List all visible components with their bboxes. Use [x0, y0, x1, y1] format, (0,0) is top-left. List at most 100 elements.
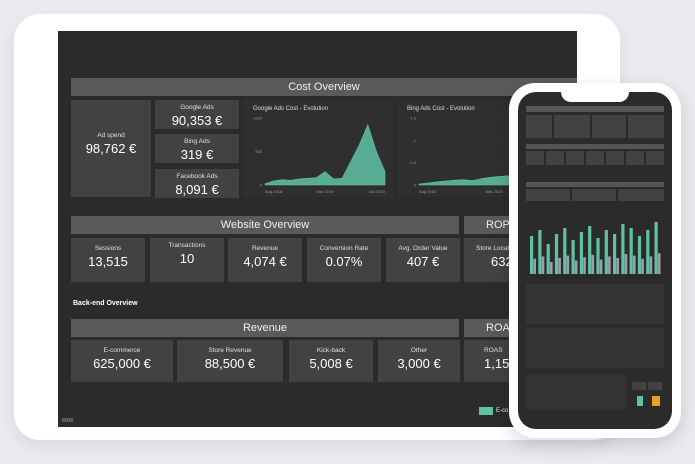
phone-card	[648, 382, 662, 390]
x-tick-label: Mar 2019	[317, 189, 335, 194]
transactions-card[interactable]: Transactions 10	[150, 238, 224, 282]
other-label: Other	[410, 347, 428, 354]
revenue-header: Revenue	[71, 319, 459, 337]
phone-bar	[533, 258, 536, 274]
google-ads-card[interactable]: Google Ads 90,353 €	[155, 100, 239, 129]
phone-bar	[596, 238, 600, 274]
y-tick-label: 0	[260, 183, 263, 188]
conversion-rate-label: Conversion Rate	[319, 245, 369, 252]
revenue-card[interactable]: Revenue 4,074 €	[228, 238, 302, 282]
store-revenue-label: Store Revenue	[208, 347, 252, 354]
phone-bar	[541, 256, 545, 274]
phone-card	[606, 151, 624, 165]
axis-label-800k: 800K	[62, 418, 74, 424]
phone-bar	[571, 240, 575, 274]
phone-bar	[538, 230, 542, 274]
phone-bar	[563, 228, 567, 274]
phone-section-bar	[526, 182, 664, 187]
phone-bar	[550, 262, 553, 274]
phone-bar	[654, 222, 658, 274]
website-overview-header: Website Overview	[71, 216, 459, 234]
bing-ads-card[interactable]: Bing Ads 319 €	[155, 134, 239, 163]
kickback-value: 5,008 €	[309, 356, 353, 371]
other-card[interactable]: Other 3,000 €	[378, 340, 460, 382]
phone-bar	[604, 230, 608, 274]
aov-value: 407 €	[406, 254, 440, 269]
phone-bar	[649, 256, 653, 274]
store-revenue-value: 88,500 €	[204, 356, 256, 371]
store-revenue-card[interactable]: Store Revenue 88,500 €	[177, 340, 283, 382]
phone-bar-chart	[530, 222, 661, 274]
ecommerce-value: 625,000 €	[93, 356, 151, 371]
phone-card	[592, 115, 626, 138]
sessions-card[interactable]: Sessions 13,515	[71, 238, 145, 282]
revenue-label: Revenue	[251, 245, 279, 252]
conversion-rate-card[interactable]: Conversion Rate 0.07%	[307, 238, 381, 282]
ad-spend-label: Ad spend	[97, 132, 125, 139]
phone-bar	[629, 228, 633, 274]
x-tick-label: Oct 2019	[369, 189, 386, 194]
ecommerce-card[interactable]: E-commerce 625,000 €	[71, 340, 173, 382]
cost-overview-header: Cost Overview	[71, 78, 577, 96]
other-value: 3,000 €	[397, 356, 441, 371]
phone-card	[626, 151, 644, 165]
phone-frame	[509, 83, 681, 438]
legend-label: E-co	[496, 408, 509, 414]
phone-bar	[646, 230, 650, 274]
phone-card	[526, 151, 544, 165]
kickback-label: Kick-back	[316, 347, 346, 354]
y-tick-label: 0	[414, 183, 417, 188]
phone-card	[554, 115, 590, 138]
y-tick-label: 1.5	[410, 116, 416, 121]
phone-table	[526, 284, 664, 324]
aov-label: Avg. Order Value	[398, 245, 448, 252]
phone-bar	[558, 258, 561, 274]
phone-table	[526, 374, 626, 410]
ad-spend-value: 98,762 €	[85, 141, 137, 156]
phone-card	[618, 189, 664, 201]
dashboard-screen: Cost Overview Ad spend 98,762 € Google A…	[58, 31, 577, 427]
phone-bar	[574, 260, 578, 274]
phone-bar	[599, 259, 603, 274]
aov-card[interactable]: Avg. Order Value 407 €	[386, 238, 460, 282]
google-ads-cost-chart[interactable]: Google Ads Cost - Evolution 1000 500 0 Aug …	[243, 100, 393, 197]
sessions-value: 13,515	[88, 254, 128, 269]
ad-spend-card[interactable]: Ad spend 98,762 €	[71, 100, 151, 197]
revenue-value: 4,074 €	[243, 254, 287, 269]
phone-bar	[657, 253, 661, 274]
y-tick-label: 500	[255, 149, 262, 154]
phone-section-bar	[526, 144, 664, 149]
roas-label: ROAS	[484, 347, 503, 354]
phone-notch	[561, 92, 629, 102]
bing-ads-value: 319 €	[180, 147, 214, 162]
store-locator-label: Store Locat	[476, 245, 510, 252]
phone-bar	[530, 236, 534, 274]
facebook-ads-card[interactable]: Facebook Ads 8,091 €	[155, 169, 239, 198]
y-tick-label: 1000	[253, 116, 263, 121]
phone-bar	[591, 254, 595, 274]
facebook-ads-label: Facebook Ads	[176, 173, 218, 180]
phone-bar	[579, 232, 583, 274]
phone-card	[546, 151, 564, 165]
phone-bar	[588, 226, 592, 274]
legend-swatch	[479, 407, 493, 415]
phone-card	[628, 115, 664, 138]
phone-icon	[652, 396, 660, 406]
phone-icon	[637, 396, 643, 406]
y-tick-label: 0.5	[410, 160, 416, 165]
phone-bar	[641, 258, 644, 274]
phone-bar	[616, 258, 619, 274]
x-tick-label: Aug 2018	[419, 189, 437, 194]
google-ads-label: Google Ads	[180, 104, 214, 111]
transactions-label: Transactions	[168, 242, 206, 249]
phone-bar	[546, 244, 550, 274]
phone-bar	[621, 224, 625, 274]
phone-bar	[624, 254, 628, 274]
store-locator-value: 632	[491, 254, 513, 269]
phone-bar	[613, 234, 617, 274]
phone-screen	[518, 92, 672, 429]
backend-overview-title: Back-end Overview	[73, 300, 138, 307]
kickback-card[interactable]: Kick-back 5,008 €	[289, 340, 373, 382]
phone-bar	[608, 256, 611, 274]
